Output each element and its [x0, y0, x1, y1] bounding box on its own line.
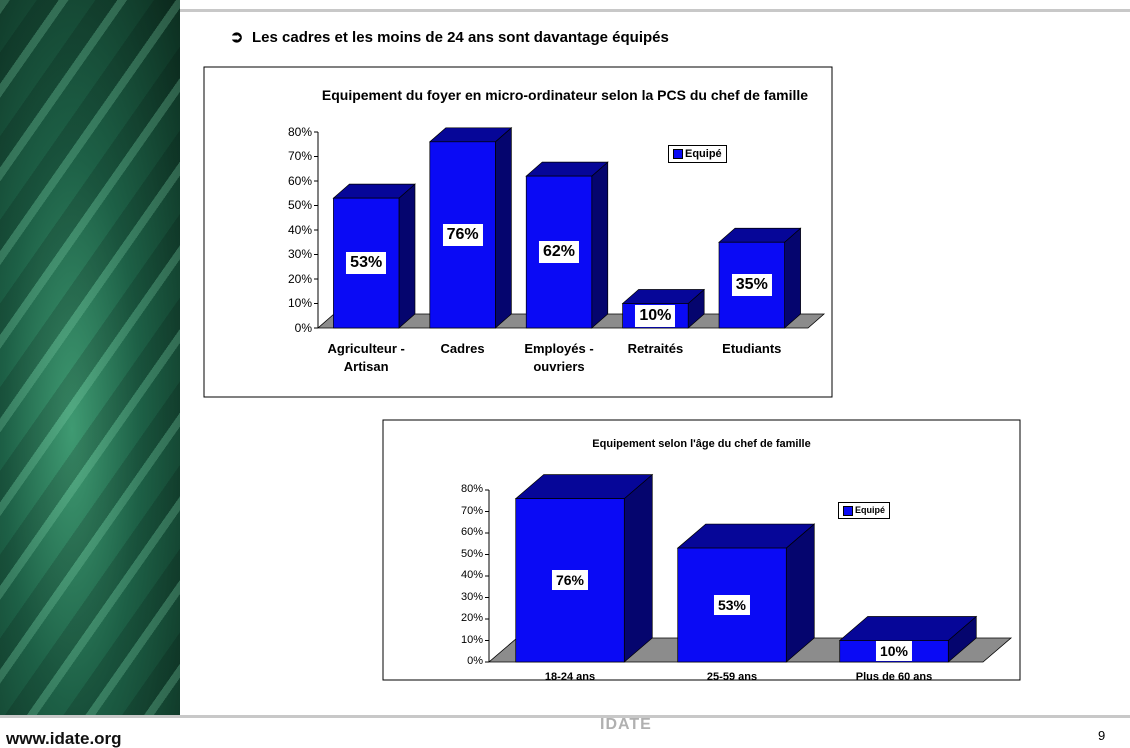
x-tick-label: Cadres [440, 341, 485, 356]
y-tick-label: 80% [460, 483, 483, 496]
bullet-icon: ➲ [230, 29, 244, 46]
legend-label: Equipé [855, 505, 886, 515]
y-tick-label: 50% [287, 198, 312, 213]
legend: Equipé [838, 502, 891, 519]
y-tick-label: 40% [460, 569, 483, 582]
bar-side [623, 473, 653, 663]
bar-side [784, 227, 801, 329]
page-number: 9 [1098, 728, 1106, 743]
bar [429, 141, 496, 329]
y-tick-label: 0% [294, 320, 312, 335]
bar-side [591, 161, 609, 329]
bar-side [495, 127, 512, 329]
y-tick-label: 60% [460, 526, 483, 539]
top-rule [180, 9, 1130, 12]
side-banner [0, 0, 180, 716]
data-label: 10% [635, 304, 676, 327]
legend: Equipé [668, 145, 727, 163]
y-tick-label: 70% [287, 149, 312, 164]
x-tick-label: 18-24 ans [544, 671, 596, 683]
legend-swatch [673, 149, 683, 160]
y-tick-label: 50% [460, 547, 483, 560]
y-tick-label: 0% [467, 655, 483, 668]
chart-title: Equipement du foyer en micro-ordinateur … [321, 87, 809, 103]
y-tick-label: 30% [287, 247, 312, 262]
chart-frame [203, 66, 833, 398]
x-tick-label: 25-59 ans [706, 671, 758, 683]
y-tick-label: 80% [287, 124, 312, 139]
x-tick-label: Plus de 60 ans [855, 671, 933, 683]
bottom-rule [0, 715, 1130, 718]
x-tick-label: Etudiants [722, 341, 782, 356]
data-label: 53% [346, 252, 387, 275]
data-label: 62% [538, 241, 580, 264]
bar-side [398, 183, 416, 329]
data-label: 35% [731, 274, 772, 297]
data-label: 76% [551, 570, 589, 591]
y-tick-label: 20% [287, 271, 312, 286]
y-tick-label: 40% [287, 222, 312, 237]
y-tick-label: 60% [287, 173, 312, 188]
y-tick-label: 10% [460, 633, 483, 646]
bullet-text: Les cadres et les moins de 24 ans sont d… [252, 29, 669, 46]
y-tick-label: 70% [460, 504, 483, 517]
y-tick-label: 10% [287, 296, 312, 311]
x-tick-label: Employés - ouvriers [524, 341, 594, 374]
data-label: 76% [442, 223, 483, 246]
data-label: 53% [713, 595, 751, 616]
y-tick-label: 30% [460, 590, 483, 603]
x-tick-label: Agriculteur - Artisan [327, 341, 405, 374]
chart-title: Equipement selon l'âge du chef de famill… [592, 438, 811, 450]
y-tick-label: 20% [460, 612, 483, 625]
data-label: 10% [875, 641, 913, 662]
brand: IDATE [600, 716, 652, 733]
website: www.idate.org [6, 729, 122, 748]
x-tick-label: Retraités [627, 341, 684, 356]
legend-swatch [843, 505, 853, 516]
legend-label: Equipé [685, 148, 722, 160]
